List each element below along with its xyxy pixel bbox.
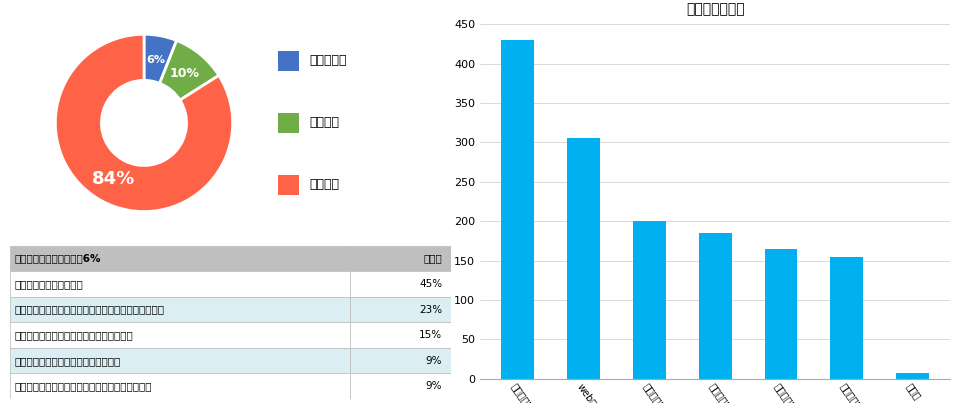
Text: 10%: 10%	[170, 67, 200, 80]
Bar	[699, 233, 732, 379]
FancyBboxPatch shape	[349, 322, 451, 348]
Text: 84%: 84%	[91, 170, 134, 188]
Text: 弁護士や医師など国家資格のオンラインでの証明: 弁護士や医師など国家資格のオンラインでの証明	[14, 381, 152, 391]
Text: 名前と内容を知っている6%: 名前と内容を知っている6%	[14, 253, 101, 264]
FancyBboxPatch shape	[10, 322, 349, 348]
FancyBboxPatch shape	[278, 51, 300, 71]
FancyBboxPatch shape	[10, 271, 349, 297]
FancyBboxPatch shape	[278, 113, 300, 133]
Text: 9%: 9%	[426, 381, 443, 391]
Text: 知らない: 知らない	[309, 179, 340, 191]
FancyBboxPatch shape	[349, 297, 451, 322]
Wedge shape	[144, 34, 177, 83]
Text: オンラインでの身分証明: オンラインでの身分証明	[14, 279, 83, 289]
FancyBboxPatch shape	[278, 175, 300, 195]
Bar	[896, 372, 929, 379]
Text: 6%: 6%	[147, 55, 165, 65]
FancyBboxPatch shape	[10, 297, 349, 322]
FancyBboxPatch shape	[349, 246, 451, 271]
FancyBboxPatch shape	[10, 374, 349, 399]
Bar	[633, 221, 666, 379]
Text: 9%: 9%	[426, 356, 443, 366]
Bar	[830, 257, 863, 379]
FancyBboxPatch shape	[349, 348, 451, 374]
Text: 医療機関におけるオンラインでの健康保险資格の証明: 医療機関におけるオンラインでの健康保险資格の証明	[14, 305, 164, 315]
Text: 構成比: 構成比	[423, 253, 443, 264]
Title: 知ったぎっかけ: 知ったぎっかけ	[685, 2, 745, 16]
Text: 45%: 45%	[420, 279, 443, 289]
Wedge shape	[159, 40, 219, 100]
Text: 15%: 15%	[420, 330, 443, 340]
FancyBboxPatch shape	[10, 348, 349, 374]
Wedge shape	[56, 34, 232, 212]
Text: オンラインでの運転免許資格の証明と更新: オンラインでの運転免許資格の証明と更新	[14, 330, 132, 340]
FancyBboxPatch shape	[349, 374, 451, 399]
Text: 名前と内容: 名前と内容	[309, 54, 347, 67]
FancyBboxPatch shape	[349, 271, 451, 297]
Bar	[567, 139, 600, 379]
Text: 名前のみ: 名前のみ	[309, 116, 340, 129]
Bar	[501, 40, 535, 379]
FancyBboxPatch shape	[10, 246, 349, 271]
Text: 企業によるオンラインでの出退勤確認: 企業によるオンラインでの出退勤確認	[14, 356, 120, 366]
Bar	[764, 249, 798, 379]
Text: 23%: 23%	[420, 305, 443, 315]
